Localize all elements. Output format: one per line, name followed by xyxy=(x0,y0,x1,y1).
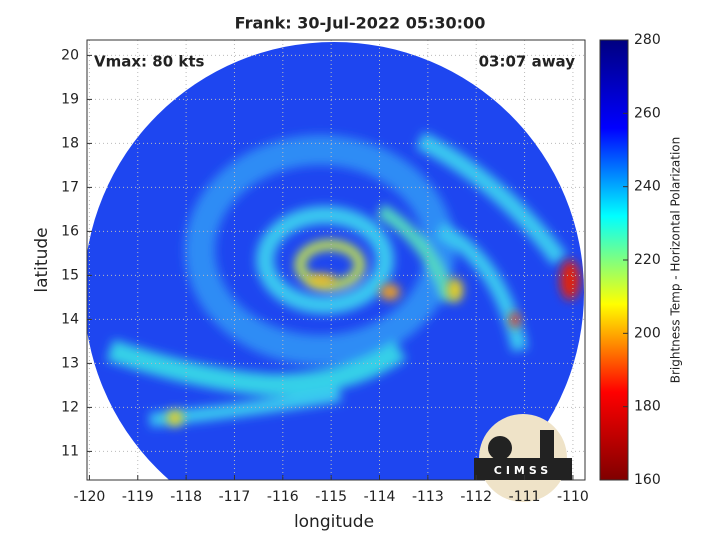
logo-text: CIMSS xyxy=(494,464,552,477)
x-tick-label: -120 xyxy=(74,489,106,505)
x-tick-label: -115 xyxy=(315,489,347,505)
colorbar-tick-label: 240 xyxy=(634,179,661,195)
x-axis-label: longitude xyxy=(294,512,374,532)
x-tick-label: -112 xyxy=(460,489,492,505)
y-tick-label: 13 xyxy=(61,355,79,371)
time-annotation: 03:07 away xyxy=(479,53,576,71)
colorbar-label: Brightness Temp - Horizontal Polarizatio… xyxy=(669,137,683,384)
colorbar-tick-label: 180 xyxy=(634,399,661,415)
y-tick-label: 17 xyxy=(61,179,79,195)
x-tick-label: -118 xyxy=(170,489,202,505)
colorbar-tick-label: 160 xyxy=(634,472,661,488)
colorbar-tick-label: 280 xyxy=(634,32,661,48)
colorbar-tick-label: 220 xyxy=(634,252,661,268)
x-tick-label: -110 xyxy=(557,489,589,505)
y-tick-label: 11 xyxy=(61,443,79,459)
y-tick-label: 12 xyxy=(61,399,79,415)
x-tick-label: -116 xyxy=(267,489,299,505)
x-tick-label: -113 xyxy=(412,489,444,505)
y-tick-label: 16 xyxy=(61,223,79,239)
y-tick-label: 18 xyxy=(61,135,79,151)
x-tick-label: -119 xyxy=(122,489,154,505)
brightness-image xyxy=(87,42,584,480)
x-tick-label: -111 xyxy=(509,489,541,505)
y-tick-label: 20 xyxy=(61,47,79,63)
logo: CIMSS xyxy=(474,414,572,502)
y-tick-label: 14 xyxy=(61,311,79,327)
x-tick-label: -117 xyxy=(219,489,251,505)
y-axis-label: latitude xyxy=(32,227,52,292)
y-tick-label: 19 xyxy=(61,91,79,107)
vmax-annotation: Vmax: 80 kts xyxy=(94,53,204,71)
title: Frank: 30-Jul-2022 05:30:00 xyxy=(235,14,486,33)
x-tick-label: -114 xyxy=(364,489,396,505)
colorbar-tick-label: 260 xyxy=(634,105,661,121)
colorbar-tick-label: 200 xyxy=(634,325,661,341)
y-tick-label: 15 xyxy=(61,267,79,283)
plot-frame xyxy=(86,39,586,481)
